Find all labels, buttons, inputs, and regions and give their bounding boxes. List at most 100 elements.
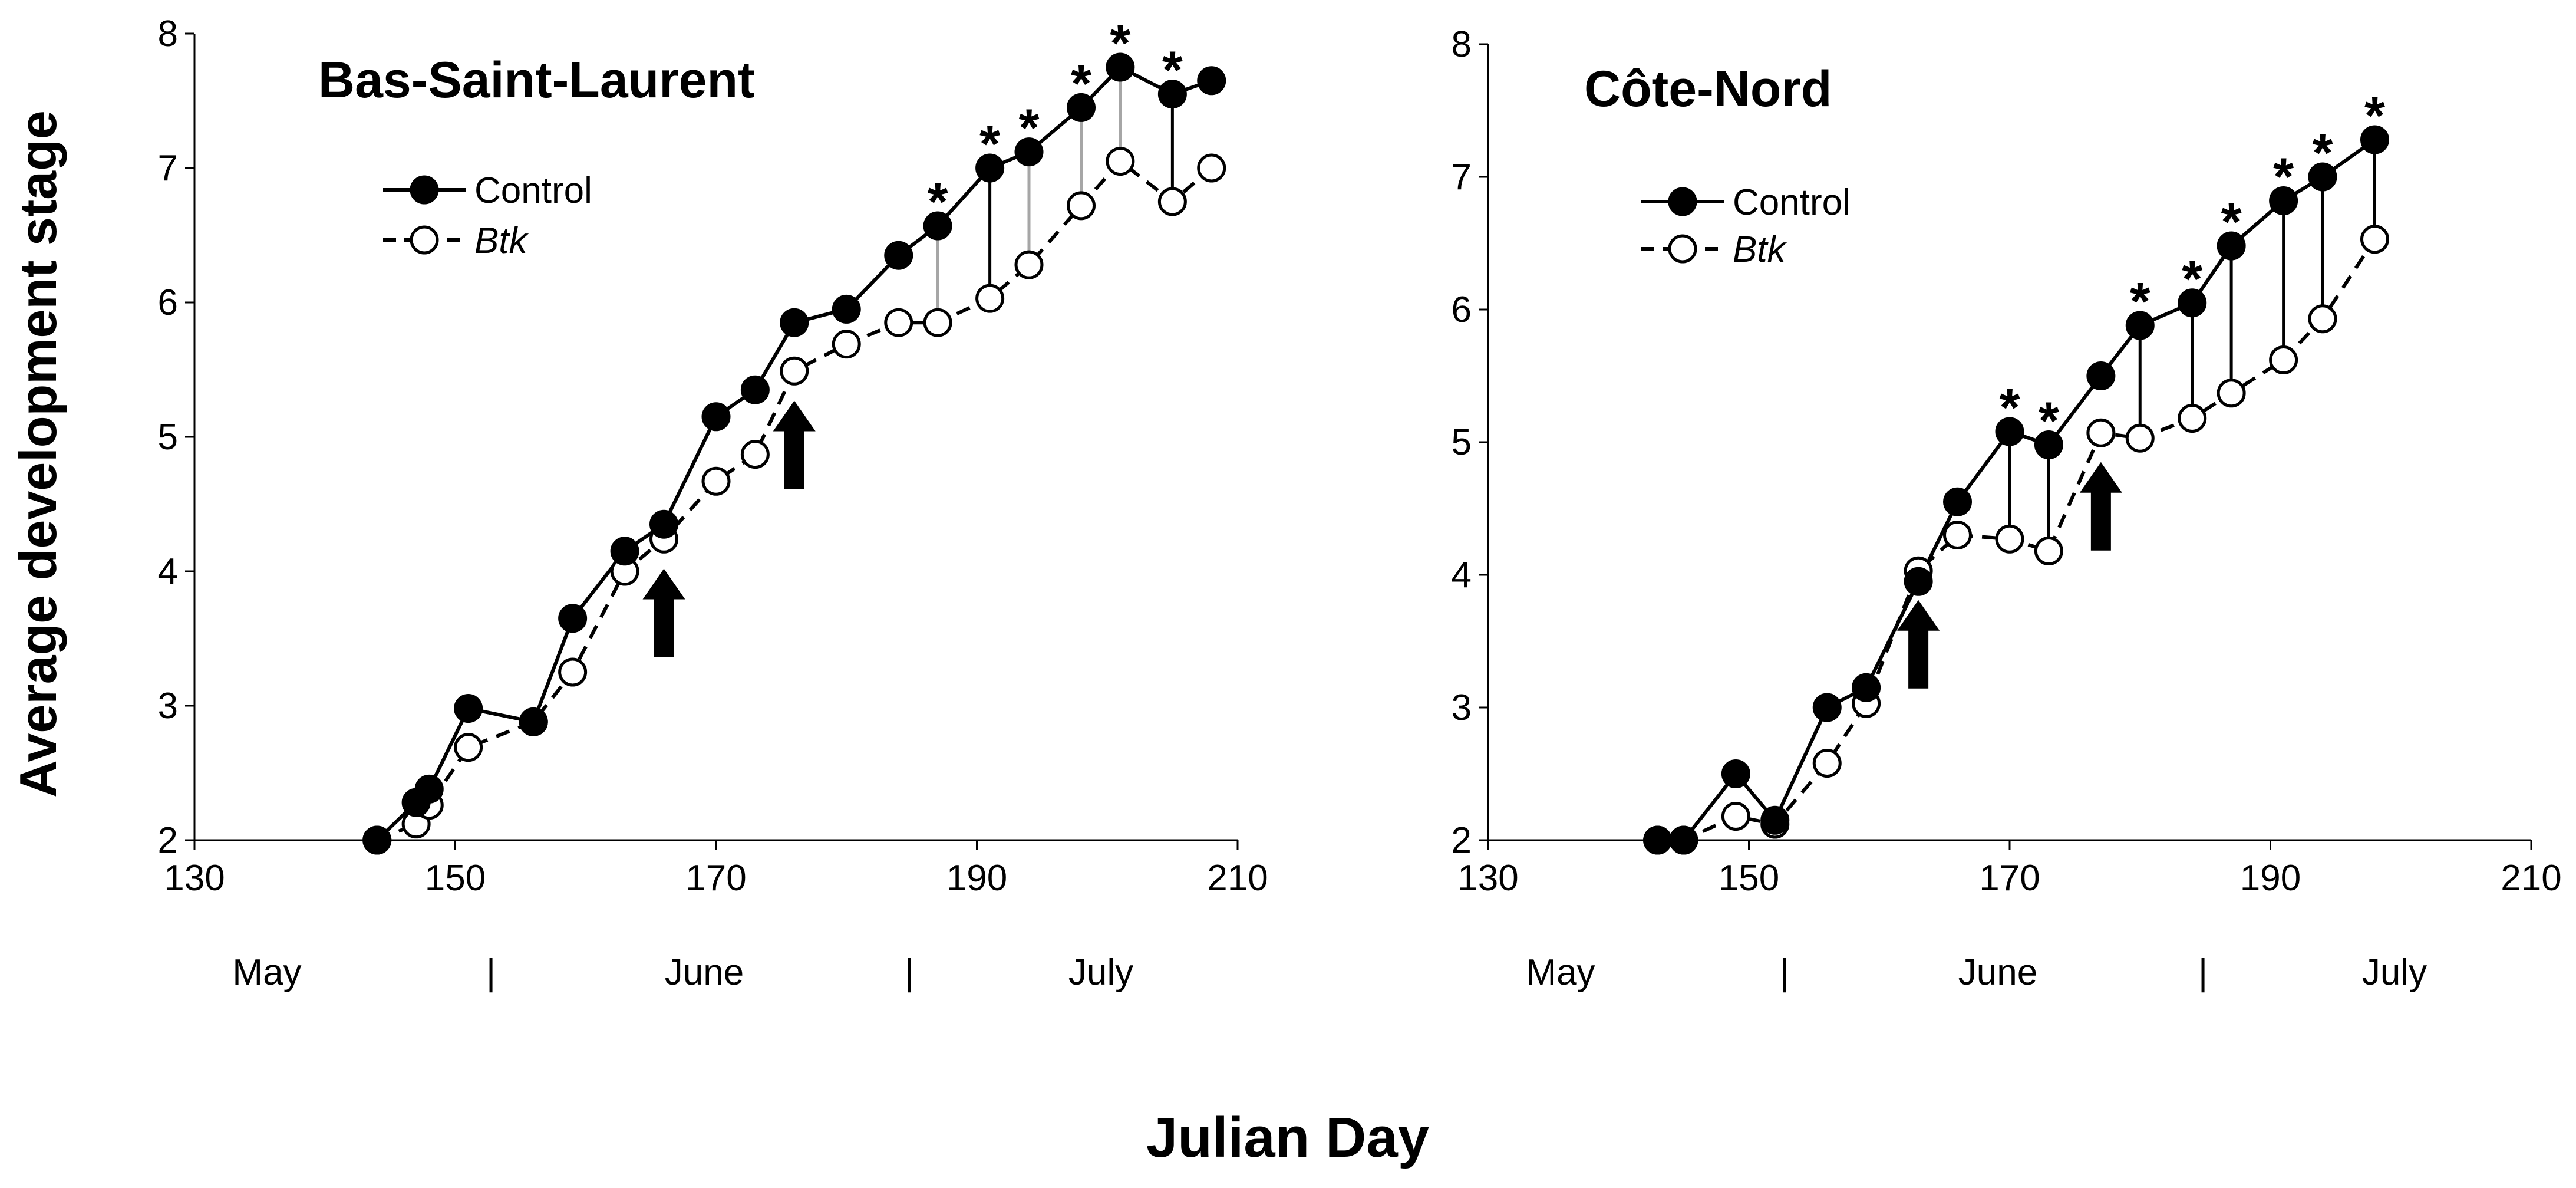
data-point-btk — [1812, 749, 1842, 778]
legend-control-marker — [1668, 187, 1697, 216]
y-tick-label: 4 — [158, 551, 178, 592]
y-tick-label: 7 — [1452, 157, 1472, 198]
treatment-arrow-icon — [1897, 600, 1940, 689]
y-tick-label: 7 — [158, 148, 178, 189]
data-point-btk — [1995, 524, 2024, 554]
data-point-control — [740, 375, 770, 404]
x-tick-label: 190 — [2240, 858, 2301, 899]
data-point-control — [1669, 825, 1698, 855]
data-point-btk — [2269, 345, 2298, 374]
legend: Control Btk — [383, 170, 592, 261]
data-point-control — [1643, 825, 1673, 855]
treatment-arrow-icon — [642, 568, 685, 657]
data-point-control — [454, 694, 483, 723]
data-point-btk — [1106, 147, 1135, 176]
data-point-control — [701, 402, 731, 432]
x-tick-label: 210 — [2501, 858, 2561, 899]
data-point-btk — [2178, 404, 2207, 433]
data-point-control — [2125, 311, 2155, 340]
panel-title: Côte-Nord — [1584, 61, 1832, 117]
y-tick-label: 8 — [1452, 24, 1472, 65]
data-point-control — [1157, 80, 1187, 109]
y-tick-label: 8 — [158, 14, 178, 54]
data-point-btk — [2086, 418, 2116, 447]
legend-btk-label: Btk — [1733, 229, 1787, 270]
data-point-control — [832, 294, 861, 324]
data-point-control — [414, 774, 444, 804]
data-point-control — [780, 308, 809, 337]
data-point-btk — [740, 440, 770, 469]
data-point-control — [1067, 93, 1096, 122]
y-tick-label: 6 — [1452, 289, 1472, 330]
y-tick-label: 5 — [158, 417, 178, 458]
treatment-arrow-icon — [2079, 462, 2122, 551]
y-axis-label: Average development stage — [9, 110, 67, 798]
data-point-control — [2217, 231, 2246, 261]
legend-control-marker — [410, 175, 439, 205]
data-point-control — [1812, 693, 1842, 722]
panel-title: Bas-Saint-Laurent — [318, 52, 755, 108]
legend-control-label: Control — [1733, 182, 1851, 223]
month-label-june: June — [665, 952, 744, 993]
legend-control-label: Control — [474, 170, 592, 211]
y-tick-label: 2 — [158, 820, 178, 861]
data-point-control — [1852, 673, 1881, 702]
data-point-control — [2086, 361, 2116, 390]
legend-btk-label: Btk — [474, 221, 529, 261]
data-point-btk — [454, 733, 483, 762]
data-point-control — [2034, 430, 2063, 459]
legend: Control Btk — [1641, 182, 1851, 270]
data-point-btk — [1014, 250, 1044, 279]
y-tick-label: 5 — [1452, 422, 1472, 463]
x-tick-label: 170 — [685, 858, 746, 899]
data-point-control — [1106, 52, 1135, 82]
month-separator: | — [486, 952, 496, 993]
treatment-arrow-icon — [773, 400, 816, 489]
month-label-july: July — [1068, 952, 1133, 993]
x-tick-label: 130 — [164, 858, 225, 899]
data-point-btk — [2308, 304, 2337, 334]
data-point-control — [1721, 759, 1750, 788]
month-separator: | — [2198, 952, 2208, 993]
x-tick-label: 150 — [1719, 858, 1779, 899]
legend-btk-marker — [1668, 234, 1697, 264]
data-point-control — [610, 537, 639, 566]
data-point-control — [1943, 487, 1972, 516]
data-point-btk — [2217, 379, 2246, 408]
data-point-control — [558, 604, 588, 633]
data-point-btk — [1067, 191, 1096, 221]
data-point-btk — [780, 356, 809, 386]
x-tick-label: 150 — [425, 858, 486, 899]
month-label-may: May — [232, 952, 301, 993]
x-tick-label: 190 — [946, 858, 1007, 899]
data-point-control — [2269, 186, 2298, 215]
x-tick-label: 130 — [1457, 858, 1518, 899]
x-tick-label: 170 — [1979, 858, 2040, 899]
data-point-control — [2308, 162, 2337, 192]
data-point-btk — [2125, 423, 2155, 453]
y-tick-label: 3 — [158, 686, 178, 726]
legend-btk-marker — [410, 225, 439, 255]
month-label-may: May — [1526, 952, 1595, 993]
y-tick-label: 2 — [1452, 820, 1472, 861]
month-label-july: July — [2362, 952, 2427, 993]
data-point-control — [975, 153, 1005, 183]
data-point-control — [923, 211, 952, 241]
data-point-control — [884, 241, 913, 270]
data-point-control — [2360, 125, 2389, 154]
data-point-btk — [884, 308, 913, 337]
data-point-control — [1014, 137, 1044, 167]
x-tick-label: 210 — [1207, 858, 1268, 899]
y-tick-label: 3 — [1452, 687, 1472, 728]
data-point-btk — [2360, 225, 2389, 254]
data-point-control — [1760, 805, 1790, 835]
data-point-btk — [701, 466, 731, 496]
data-point-btk — [1721, 802, 1750, 831]
data-point-btk — [558, 657, 588, 687]
x-axis-label: Julian Day — [1146, 1106, 1429, 1169]
